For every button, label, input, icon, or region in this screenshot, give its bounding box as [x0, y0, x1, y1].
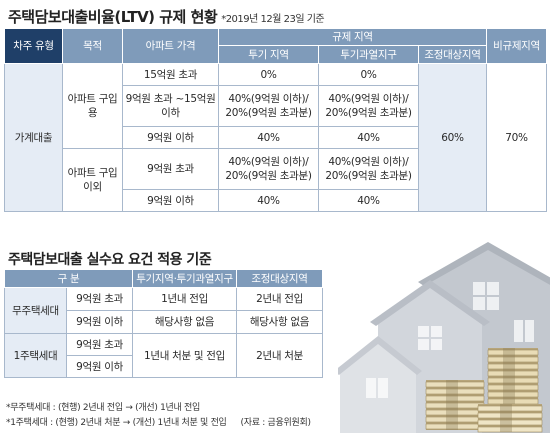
speculation-ltv: 40% — [218, 189, 319, 212]
header-adjusted: 조정대상지역 — [236, 269, 324, 288]
category-one-house: 1주택세대 — [4, 333, 67, 378]
adjusted-requirement: 해당사항 없음 — [236, 310, 324, 334]
requirements-table: 구 분 투기지역·투기과열지구 조정대상지역 무주택세대 9억원 초과 1년내 … — [3, 269, 324, 378]
requirements-title: 주택담보대출 실수요 요건 적용 기준 — [8, 252, 212, 268]
header-speculation: 투기지역·투기과열지구 — [132, 269, 238, 288]
price-cell: 9억원 초과 — [65, 287, 134, 311]
houses-illustration — [338, 242, 550, 433]
header-regulated-area: 규제 지역 — [218, 28, 487, 46]
header-adjusted-area: 조정대상지역 — [418, 45, 487, 64]
overheated-ltv: 0% — [318, 63, 419, 86]
header-borrower-type: 차주 유형 — [4, 28, 63, 64]
price-cell: 9억원 이하 — [65, 355, 134, 378]
ltv-table: 차주 유형 목적 아파트 가격 규제 지역 비규제지역 투기 지역 투기과열지구… — [4, 28, 547, 212]
header-speculation-area: 투기 지역 — [218, 45, 319, 64]
adjusted-requirement: 2년내 전입 — [236, 287, 324, 311]
price-cell: 9억원 이하 — [122, 126, 219, 149]
footnote-one-house-text: *1주택세대 : (현행) 2년내 처분 → (개선) 1년내 처분 및 전입 — [6, 418, 227, 428]
header-non-regulated: 비규제지역 — [486, 28, 547, 64]
category-no-house: 무주택세대 — [4, 287, 67, 334]
price-cell: 9억원 이하 — [122, 189, 219, 212]
speculation-requirement: 1년내 처분 및 전입 — [132, 333, 238, 378]
overheated-ltv: 40%(9억원 이하)/ 20%(9억원 초과분) — [318, 85, 419, 127]
speculation-ltv: 40%(9억원 이하)/ 20%(9억원 초과분) — [218, 148, 319, 190]
adjusted-area-ltv: 60% — [418, 63, 487, 212]
speculation-requirement: 1년내 전입 — [132, 287, 238, 311]
header-purpose: 목적 — [62, 28, 123, 64]
header-overheated-area: 투기과열지구 — [318, 45, 419, 64]
price-cell: 9억원 이하 — [65, 310, 134, 334]
speculation-ltv: 0% — [218, 63, 319, 86]
money-stacks-icon — [425, 348, 543, 433]
price-cell: 9억원 초과 — [65, 333, 134, 356]
price-cell: 9억원 초과 ~15억원 이하 — [122, 85, 219, 127]
ltv-title: 주택담보대출비율(LTV) 규제 현황 *2019년 12월 23일 기준 — [8, 6, 325, 27]
footnote-no-house: *무주택세대 : (현행) 2년내 전입 → (개선) 1년내 전입 — [6, 403, 201, 413]
speculation-ltv: 40% — [218, 126, 319, 149]
ltv-date-note: *2019년 12월 23일 기준 — [221, 14, 325, 25]
price-cell: 9억원 초과 — [122, 148, 219, 190]
speculation-requirement: 해당사항 없음 — [132, 310, 238, 334]
house-small-icon — [338, 336, 422, 433]
price-cell: 15억원 초과 — [122, 63, 219, 86]
overheated-ltv: 40% — [318, 126, 419, 149]
ltv-title-text: 주택담보대출비율(LTV) 규제 현황 — [8, 8, 218, 26]
purpose-apt-purchase: 아파트 구입용 — [62, 63, 123, 149]
overheated-ltv: 40% — [318, 189, 419, 212]
category-household-loan: 가계대출 — [4, 63, 63, 212]
speculation-ltv: 40%(9억원 이하)/ 20%(9억원 초과분) — [218, 85, 319, 127]
purpose-non-apt-purchase: 아파트 구입 이외 — [62, 148, 123, 212]
header-category: 구 분 — [3, 269, 134, 288]
header-apt-price: 아파트 가격 — [122, 28, 219, 64]
overheated-ltv: 40%(9억원 이하)/ 20%(9억원 초과분) — [318, 148, 419, 190]
adjusted-requirement: 2년내 처분 — [236, 333, 324, 378]
source-credit: (자료 : 금융위원회) — [240, 418, 311, 428]
non-regulated-ltv: 70% — [486, 63, 547, 212]
footnote-one-house: *1주택세대 : (현행) 2년내 처분 → (개선) 1년내 처분 및 전입 (… — [6, 415, 311, 428]
